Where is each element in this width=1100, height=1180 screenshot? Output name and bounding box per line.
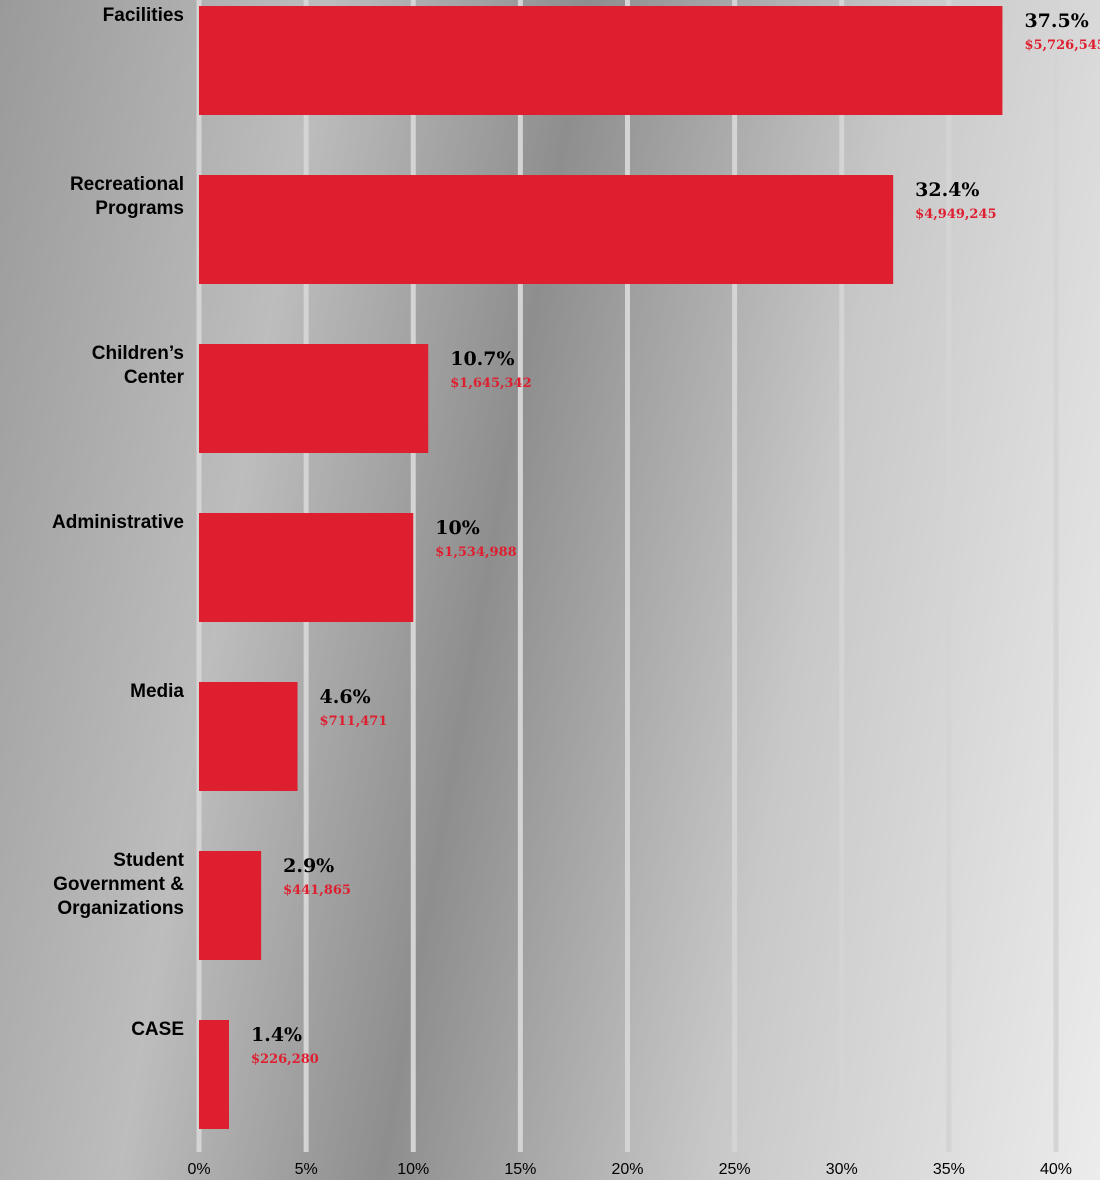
value-label: 4.6% [320, 686, 371, 708]
x-tick-label: 10% [397, 1161, 429, 1178]
bar [199, 1020, 229, 1129]
x-tick-label: 40% [1040, 1161, 1072, 1178]
value-label: 2.9% [283, 855, 334, 877]
value-label: 37.5% [1024, 10, 1088, 32]
amount-label: $4,949,245 [915, 207, 996, 222]
x-tick-label: 25% [719, 1161, 751, 1178]
x-tick-label: 20% [611, 1161, 643, 1178]
value-label: 10% [435, 517, 480, 539]
x-tick-label: 30% [826, 1161, 858, 1178]
amount-label: $711,471 [320, 714, 388, 729]
category-label: Facilities [102, 5, 184, 26]
category-label: CASE [131, 1019, 184, 1040]
amount-label: $226,280 [251, 1052, 319, 1067]
x-tick-label: 5% [295, 1161, 318, 1178]
category-label: Student Government & Organizations [53, 850, 184, 919]
amount-label: $1,645,342 [450, 376, 531, 391]
category-label: Administrative [52, 512, 184, 533]
bar [199, 513, 414, 622]
amount-label: $5,726,545 [1024, 38, 1100, 53]
bar [199, 344, 429, 453]
bar [199, 6, 1003, 115]
category-label: Recreational Programs [69, 174, 184, 219]
bar [199, 682, 298, 791]
bar [199, 851, 262, 960]
category-label: Media [130, 681, 184, 702]
amount-label: $441,865 [283, 883, 351, 898]
value-label: 32.4% [915, 179, 979, 201]
value-label: 1.4% [251, 1024, 302, 1046]
amount-label: $1,534,988 [435, 545, 516, 560]
x-tick-label: 0% [187, 1161, 210, 1178]
value-label: 10.7% [450, 348, 514, 370]
category-label: Children’s Center [91, 343, 184, 388]
x-tick-label: 35% [933, 1161, 965, 1178]
bar [199, 175, 894, 284]
x-tick-label: 15% [504, 1161, 536, 1178]
